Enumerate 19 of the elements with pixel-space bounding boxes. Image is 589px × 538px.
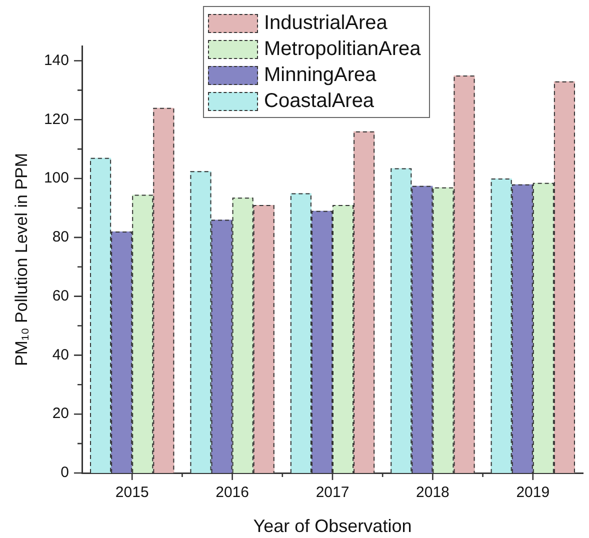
legend-label: MinningArea xyxy=(264,64,376,86)
y-axis-title: PM₁₀ Pollution Level in PPM xyxy=(12,152,31,366)
legend-label: MetropolitianArea xyxy=(264,38,421,60)
legend-label: IndustrialArea xyxy=(264,12,388,34)
y-tick-label: 60 xyxy=(52,287,69,304)
x-tick-label: 2019 xyxy=(516,484,550,502)
x-axis-title: Year of Observation xyxy=(253,516,412,536)
x-tick-label: 2018 xyxy=(416,484,450,502)
x-tick-label: 2015 xyxy=(115,484,149,502)
y-tick-label: 80 xyxy=(52,228,69,246)
y-tick-label: 40 xyxy=(52,346,69,364)
legend-label: CoastalArea xyxy=(264,90,374,112)
x-tick-label: 2017 xyxy=(316,484,350,502)
y-tick-label: 20 xyxy=(52,405,69,422)
y-tick-label: 140 xyxy=(44,52,69,69)
y-tick-label: 120 xyxy=(44,110,69,128)
y-tick-label: 0 xyxy=(60,464,69,482)
x-tick-label: 2016 xyxy=(216,484,249,502)
y-tick-label: 100 xyxy=(44,170,69,187)
